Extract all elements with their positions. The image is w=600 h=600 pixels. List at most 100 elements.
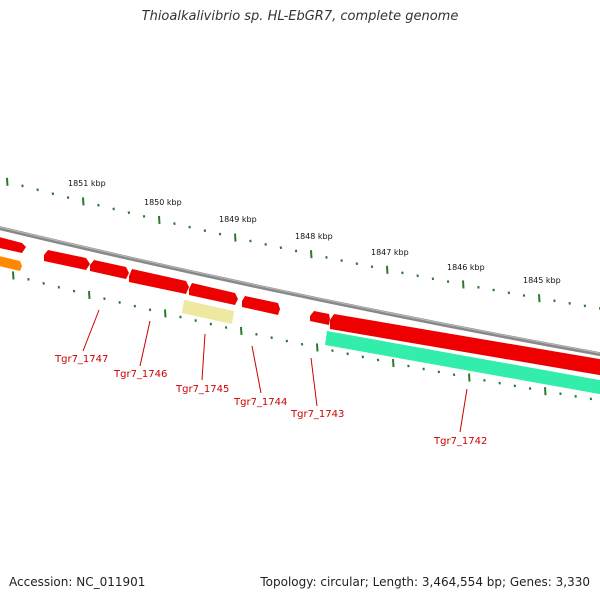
minor-tick [224,326,228,329]
minor-tick [437,370,441,374]
major-tick [462,280,465,289]
major-tick [234,233,237,242]
minor-tick [127,211,131,215]
major-tick [164,309,167,318]
major-tick [158,215,161,225]
minor-tick [148,308,152,312]
minor-tick [142,214,146,218]
gene-arrow-orange[interactable] [0,255,22,271]
gene-arrow-tgr7-1746[interactable] [90,260,129,279]
minor-tick [355,262,359,266]
minor-tick [255,332,258,336]
minor-tick [264,242,267,246]
minor-tick [422,367,425,371]
minor-tick [370,265,374,269]
minor-tick [133,304,137,308]
minor-tick [179,315,182,319]
kbp-label: 1847 kbp [371,248,409,257]
minor-tick [331,349,334,353]
minor-tick [528,387,532,390]
minor-tick [209,322,213,326]
major-tick [316,343,319,352]
minor-tick [416,274,419,278]
major-tick [538,294,541,303]
minor-tick [507,291,511,295]
minor-tick [340,259,343,262]
minor-tick [492,288,495,292]
minor-tick [270,336,273,340]
minor-tick [346,352,349,356]
gene-box-tgr7-1742-green[interactable] [325,331,600,395]
minor-tick [36,188,39,192]
gene-arrow-tgr7-1747[interactable] [44,250,90,270]
minor-tick [279,246,283,250]
minor-tick [553,299,556,303]
minor-tick [203,229,207,233]
gene-arrow-left-edge[interactable] [0,236,26,253]
gene-label-tgr7-1746: Tgr7_1746 [113,369,167,380]
label-leaders [82,309,468,433]
genome-backbone-highlight [0,226,600,354]
minor-tick [589,397,593,401]
gene-label-tgr7-1742: Tgr7_1742 [433,436,487,447]
genome-summary-text: Topology: circular; Length: 3,464,554 bp… [260,575,590,589]
minor-tick [407,364,410,368]
minor-tick [285,339,289,343]
gene-arrow-tgr7-1742-red[interactable] [330,314,600,376]
minor-tick [72,289,76,293]
minor-tick [112,207,115,211]
minor-tick [401,271,404,275]
major-tick [6,177,9,186]
gene-label-tgr7-1745: Tgr7_1745 [175,384,229,395]
kbp-label: 1846 kbp [447,263,485,272]
minor-tick [513,384,517,388]
gene-arrow-tgr7-1743b[interactable] [310,311,330,325]
minor-tick [173,222,176,225]
minor-tick [21,184,24,188]
minor-tick [218,232,222,236]
minor-tick [483,378,486,382]
minor-tick [66,196,70,199]
minor-tick [57,285,61,289]
minor-tick [294,249,298,253]
minor-tick [574,394,577,398]
minor-tick [452,373,456,377]
kbp-label: 1848 kbp [295,232,333,241]
gene-features [0,236,600,395]
minor-tick [118,301,121,304]
minor-tick [97,203,100,207]
major-tick [386,265,389,274]
minor-tick [477,285,480,289]
gene-arrow-tgr7-1744[interactable] [189,283,238,305]
minor-tick [325,255,328,259]
gene-label-tgr7-1747: Tgr7_1747 [54,354,108,365]
minor-tick [583,304,587,308]
gene-box-tgr7-1745-yellow[interactable] [182,300,234,324]
minor-tick [431,277,435,281]
outer-tick-row [6,177,600,310]
minor-tick [522,294,526,297]
minor-tick [376,358,380,362]
major-tick [240,326,243,335]
minor-tick [300,342,304,346]
minor-tick [51,192,55,196]
major-tick [12,271,15,280]
major-tick [392,358,395,368]
minor-tick [103,297,106,301]
gene-label-tgr7-1743: Tgr7_1743 [290,409,344,420]
minor-tick [27,278,30,281]
kbp-label: 1845 kbp [523,276,561,285]
kbp-label: 1849 kbp [219,215,257,224]
major-tick [544,387,547,396]
kbp-label: 1850 kbp [144,198,182,207]
minor-tick [194,319,197,322]
minor-tick [568,301,571,305]
kbp-label: 1851 kbp [68,179,106,188]
major-tick [468,373,471,382]
gene-arrow-tgr7-1743a[interactable] [242,296,280,315]
inner-tick-row [12,271,593,401]
major-tick [310,250,313,259]
gene-arrow-tgr7-1745-red[interactable] [129,269,189,294]
minor-tick [361,355,365,359]
